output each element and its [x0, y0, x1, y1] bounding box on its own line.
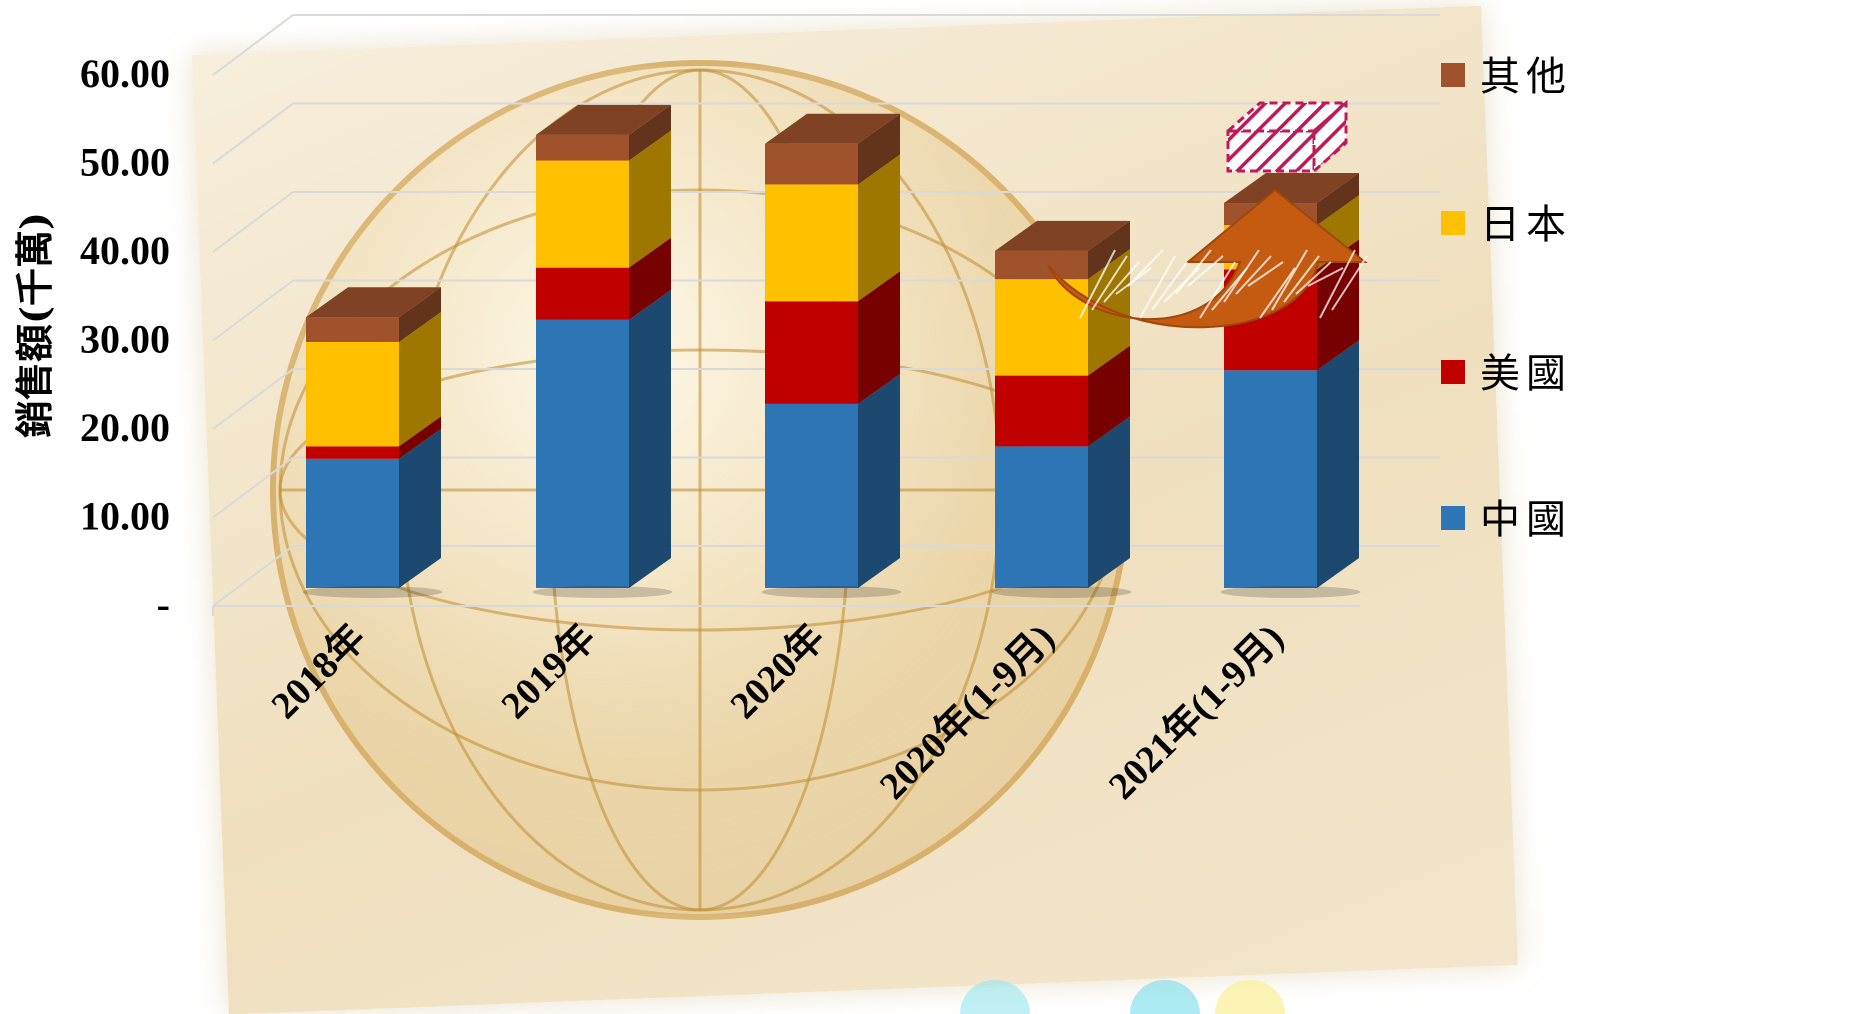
bar-top-0 — [306, 287, 441, 318]
bar-2-2 — [765, 184, 858, 302]
bar-1-3 — [995, 375, 1088, 447]
bar-side-0-2 — [858, 373, 900, 588]
gridline-depth-2 — [212, 368, 294, 430]
bar-side-0-3 — [1088, 416, 1130, 588]
bar-top-1 — [536, 104, 671, 135]
bar-side-1-4 — [1317, 239, 1359, 371]
bar-side-0-1 — [629, 289, 671, 588]
axis-layer — [212, 605, 1360, 616]
bar-side-3-0 — [399, 287, 441, 342]
gridline-depth-3 — [212, 279, 294, 342]
bar-side-2-1 — [629, 130, 671, 268]
bar-1-1 — [536, 267, 629, 320]
gridline-depth-4 — [212, 191, 294, 253]
gridline-depth-1 — [212, 456, 294, 519]
bar-side-0-4 — [1317, 340, 1359, 588]
growth-arrow — [1047, 188, 1368, 329]
bar-layer — [302, 104, 1361, 598]
bar-side-1-1 — [629, 237, 671, 320]
bar-side-2-2 — [858, 154, 900, 302]
legend-swatch-1 — [1441, 360, 1465, 384]
bar-top-2 — [765, 113, 900, 144]
bar-shadow-0 — [302, 586, 443, 598]
bar-side-1-0 — [399, 416, 441, 459]
projection-box-front — [1226, 129, 1316, 173]
bar-2-0 — [306, 341, 399, 447]
bar-0-4 — [1224, 370, 1317, 588]
bar-3-1 — [536, 134, 629, 161]
annotation-layer — [1047, 99, 1368, 329]
projection-box-side — [1312, 99, 1348, 175]
bar-side-3-3 — [1088, 220, 1130, 280]
bar-top-4 — [1224, 173, 1359, 204]
bar-top-3 — [995, 220, 1130, 251]
x-category-label: 2019年 — [494, 617, 604, 727]
bar-0-0 — [306, 458, 399, 588]
bar-shadow-4 — [1220, 586, 1361, 598]
bar-side-3-1 — [629, 104, 671, 161]
legend-swatch-3 — [1441, 63, 1465, 87]
bar-side-3-2 — [858, 113, 900, 185]
y-tick-label: 20.00 — [80, 405, 170, 450]
bar-side-2-0 — [399, 311, 441, 447]
bar-side-1-3 — [1088, 345, 1130, 447]
y-tick-label: 10.00 — [80, 494, 170, 539]
x-category-label: 2018年 — [264, 617, 374, 727]
bar-3-3 — [995, 250, 1088, 280]
y-tick-label: 60.00 — [80, 51, 170, 96]
y-tick-label: 50.00 — [80, 140, 170, 185]
legend-swatch-0 — [1441, 506, 1465, 530]
legend-label: 美國 — [1480, 351, 1572, 397]
bar-side-1-2 — [858, 271, 900, 404]
bar-1-2 — [765, 301, 858, 404]
legend-label: 日本 — [1480, 202, 1572, 248]
bar-0-1 — [536, 319, 629, 588]
x-category-label: 2021年(1-9月) — [1101, 617, 1292, 808]
bar-1-0 — [306, 446, 399, 459]
bar-shadow-2 — [761, 586, 902, 598]
bar-0-3 — [995, 446, 1088, 588]
legend-label: 其他 — [1480, 54, 1572, 100]
y-tick-label: - — [157, 582, 170, 627]
bar-3-0 — [306, 317, 399, 342]
growth-arrow-texture — [1079, 249, 1368, 319]
gridline-depth-5 — [212, 102, 294, 165]
bar-shadow-3 — [991, 586, 1132, 598]
legend-label: 中國 — [1480, 497, 1572, 543]
y-axis-title: 銷售額(千萬) — [12, 212, 57, 438]
bar-side-3-4 — [1317, 173, 1359, 226]
bar-shadow-1 — [532, 586, 673, 598]
bar-side-0-0 — [399, 428, 441, 588]
y-tick-label: 30.00 — [80, 317, 170, 362]
bar-0-2 — [765, 403, 858, 588]
gridline-depth-0 — [212, 545, 294, 607]
bar-2-1 — [536, 160, 629, 268]
x-category-label: 2020年 — [723, 617, 833, 727]
x-category-label: 2020年(1-9月) — [872, 617, 1063, 808]
y-tick-label: 40.00 — [80, 228, 170, 273]
bar-3-2 — [765, 143, 858, 185]
gridline-depth-6 — [212, 14, 294, 76]
legend-swatch-2 — [1441, 211, 1465, 235]
projection-box-top — [1224, 101, 1350, 133]
